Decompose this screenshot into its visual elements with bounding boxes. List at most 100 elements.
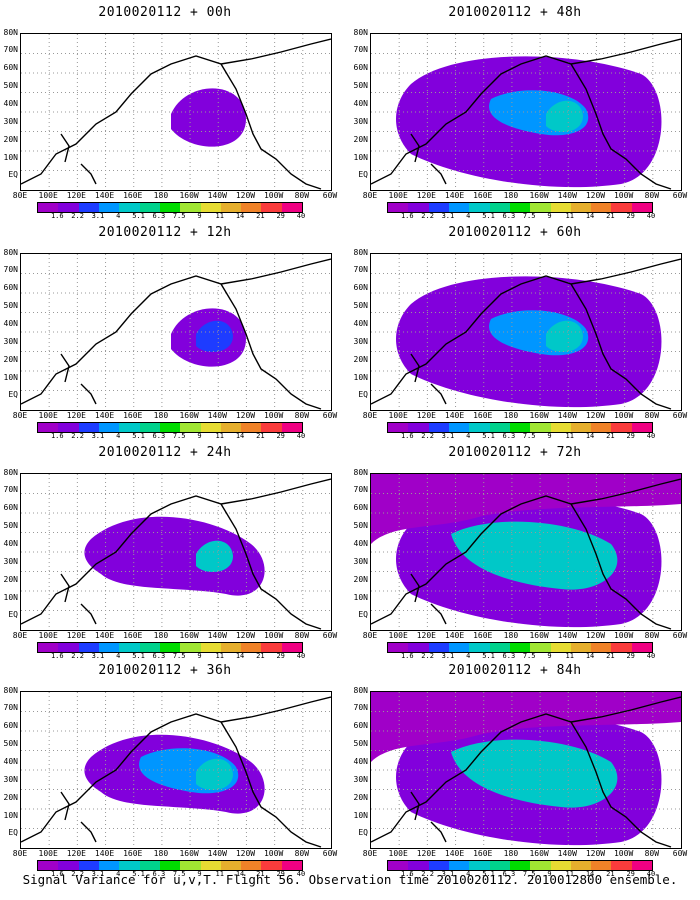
colorbar-label: 1.6 (400, 432, 414, 440)
latitude-label: 10N (3, 373, 18, 382)
latitude-label: 30N (353, 557, 368, 566)
latitude-label: 40N (3, 539, 18, 548)
latitude-label: 40N (353, 757, 368, 766)
colorbar-label: 40 (646, 870, 656, 878)
colorbar-segment (489, 643, 510, 652)
latitude-label: 20N (3, 793, 18, 802)
latitude-label: 80N (353, 468, 368, 477)
colorbar-label: 3.1 (91, 652, 105, 660)
longitude-label: 160E (123, 631, 143, 640)
colorbar-label: 11 (565, 652, 574, 660)
latitude-label: 60N (353, 283, 368, 292)
longitude-label: 80W (294, 191, 310, 200)
longitude-label: 180 (153, 631, 169, 640)
colorbar-label: 14 (585, 870, 595, 878)
colorbar-label: 6.3 (502, 212, 516, 220)
colorbar-segment (408, 643, 429, 652)
latitude-label: 20N (353, 793, 368, 802)
colorbar-segment (58, 643, 79, 652)
colorbar-label: 4 (466, 432, 471, 440)
longitude-label: 80E (362, 411, 378, 420)
colorbar-label: 3.1 (441, 652, 455, 660)
colorbar-label: 11 (215, 652, 224, 660)
longitude-label: 100W (613, 631, 634, 640)
latitude-label: 70N (353, 485, 368, 494)
latitude-label: 40N (353, 539, 368, 548)
colorbar-label: 14 (235, 652, 245, 660)
colorbar-segment (428, 203, 449, 212)
panel-title: 2010020112 + 60h (448, 225, 582, 240)
longitude-label: 120E (66, 849, 86, 858)
colorbar-segment (241, 643, 262, 652)
colorbar-label: 2.2 (71, 652, 84, 660)
colorbar-segment (408, 861, 429, 870)
colorbar-label: 29 (276, 432, 285, 440)
colorbar-segment (281, 203, 303, 212)
colorbar-label: 4 (116, 870, 121, 878)
latitude-label: 40N (3, 319, 18, 328)
colorbar-label: 7.5 (172, 870, 186, 878)
colorbar-label: 4 (466, 212, 471, 220)
colorbar-label: 9 (197, 212, 202, 220)
coastline (21, 38, 331, 190)
longitude-label: 100W (263, 849, 284, 858)
colorbar-segment (509, 203, 531, 212)
longitude-label: 120W (235, 631, 256, 640)
variance-peak (546, 100, 583, 132)
colorbar-segment (428, 423, 449, 432)
colorbar-label: 21 (256, 212, 265, 220)
colorbar-segment (530, 423, 551, 432)
signal-variance-map (370, 473, 682, 631)
colorbar-label: 14 (585, 652, 595, 660)
colorbar-label: 1.6 (400, 870, 414, 878)
colorbar-segment (591, 423, 612, 432)
panel-title: 2010020112 + 36h (98, 663, 232, 678)
colorbar-segment (570, 423, 592, 432)
colorbar-segment (98, 423, 120, 432)
colorbar-segment (180, 643, 201, 652)
map-panel: 2010020112 + 60h 80N 70N 60N 50N 40N 30N 20N 10N… (350, 225, 688, 440)
colorbar-segment (570, 203, 592, 212)
colorbar-label: 1.6 (50, 870, 64, 878)
colorbar-label: 29 (626, 652, 635, 660)
colorbar-segment (550, 203, 571, 212)
longitude-label: 160W (179, 849, 199, 858)
panel-title: 2010020112 + 12h (98, 225, 232, 240)
latitude-label: 30N (3, 775, 18, 784)
colorbar-segment (388, 423, 409, 432)
colorbar-label: 29 (276, 652, 285, 660)
variance-peak (546, 320, 583, 352)
latitude-label: 30N (353, 117, 368, 126)
colorbar-segment (180, 861, 201, 870)
colorbar (37, 422, 303, 433)
colorbar-segment (388, 643, 409, 652)
latitude-label: 60N (353, 503, 368, 512)
colorbar-label: 21 (606, 212, 615, 220)
colorbar-segment (159, 203, 181, 212)
colorbar-label: 2.2 (421, 652, 434, 660)
colorbar-labels: 1.6 2.2 3.1 4 5.1 6.3 7.5 9 11 14 21 29 40 (387, 652, 655, 661)
latitude-label: 60N (353, 63, 368, 72)
colorbar-label: 9 (197, 432, 202, 440)
map-panel: 2010020112 + 12h 80N 70N 60N 50N 40N 30N 20N 10N… (0, 225, 338, 440)
longitude-label: 140W (207, 631, 227, 640)
longitude-axis: 80E 100E 120E 140E 160E 180 160W 140W 120W 100W 80… (10, 631, 340, 641)
colorbar-segment (58, 861, 79, 870)
latitude-label: 70N (3, 265, 18, 274)
colorbar-segment (448, 423, 470, 432)
colorbar (387, 860, 653, 871)
colorbar (37, 860, 303, 871)
colorbar-segment (78, 861, 99, 870)
latitude-label: 30N (353, 337, 368, 346)
colorbar-segment (591, 861, 612, 870)
longitude-label: 60W (322, 411, 338, 420)
latitude-label: 20N (353, 135, 368, 144)
latitude-label: 60N (353, 721, 368, 730)
colorbar-segment (98, 643, 120, 652)
colorbar-label: 6.3 (502, 652, 516, 660)
longitude-axis: 80E 100E 120E 140E 160E 180 160W 140W 120W 100W 80… (360, 849, 690, 859)
colorbar-segment (38, 203, 59, 212)
colorbar-label: 3.1 (91, 870, 105, 878)
colorbar-label: 2.2 (71, 432, 84, 440)
longitude-label: 160W (529, 849, 549, 858)
